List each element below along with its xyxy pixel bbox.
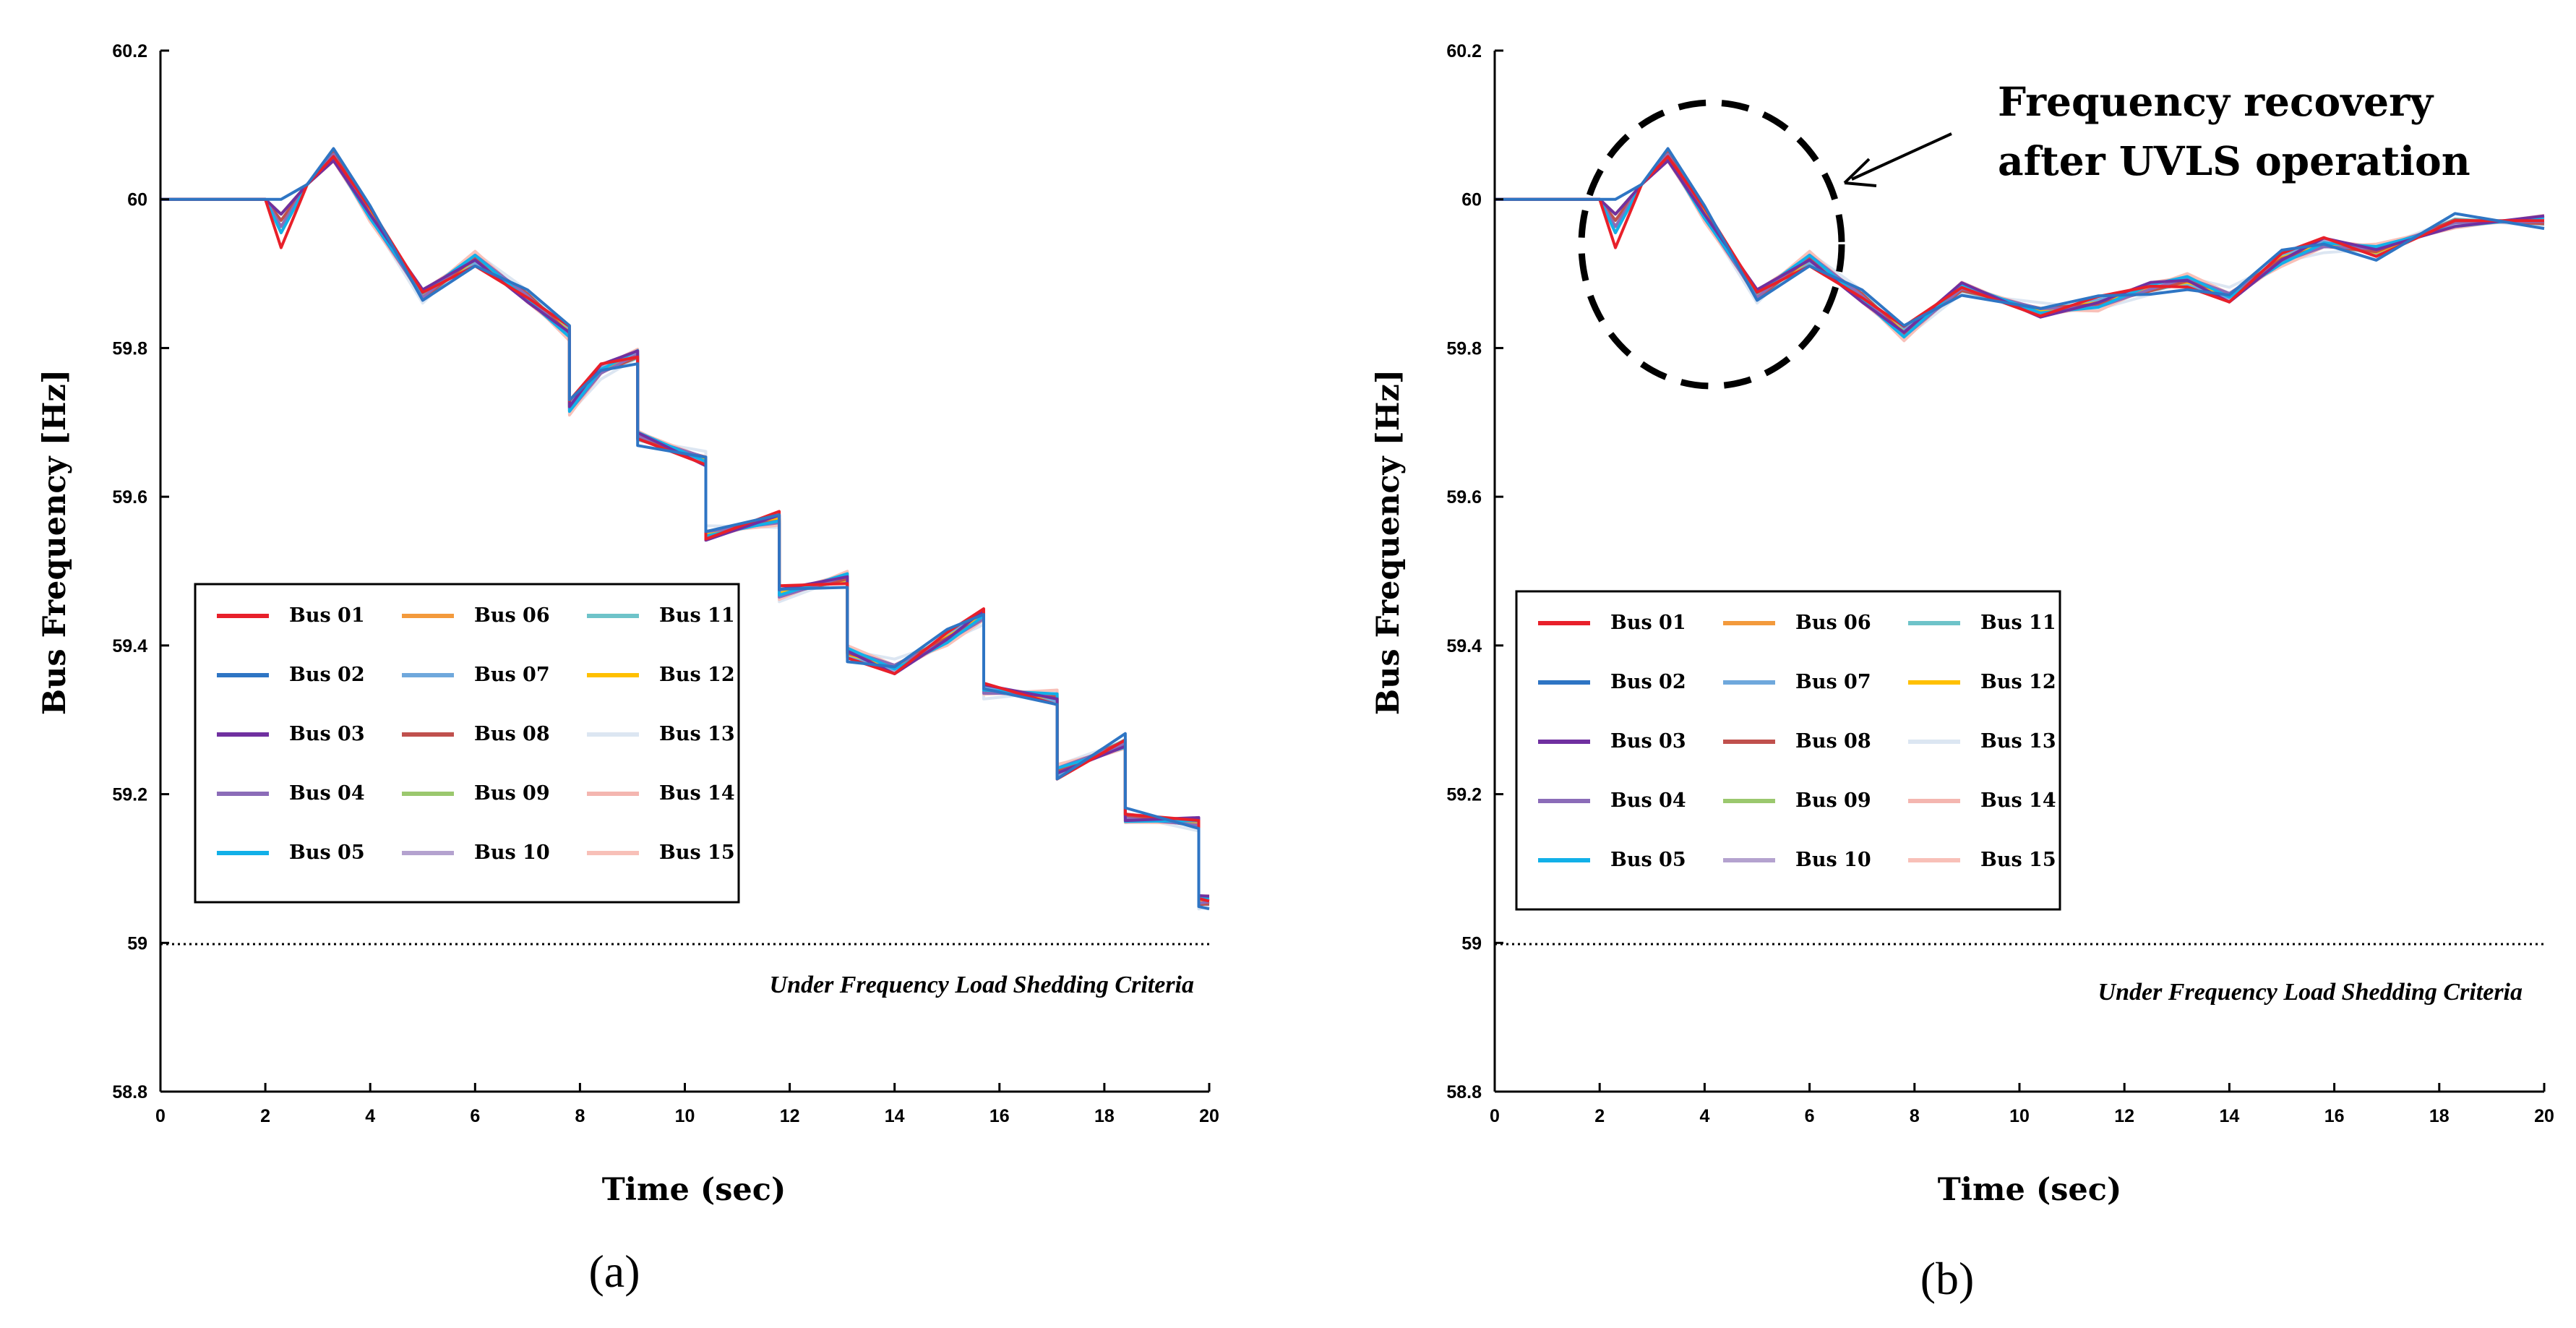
panel-b-y-label: Bus Frequency [Hz] [1370,369,1407,715]
panel-a-series-bus-02 [160,147,1210,911]
panel-a-y-tick-label: 58.8 [112,1082,147,1102]
annotation-arrow-head [1843,158,1877,187]
panel-a-legend-label: Bus 08 [474,723,550,745]
panel-a-legend-label: Bus 06 [474,604,550,627]
panel-a-ticks: 0 2 4 6 8 10 12 14 16 18 20 58.8 59 59.2 59.4 59.6 59.8 6… [112,41,1219,1126]
panel-a-chart: 0 2 4 6 8 10 12 14 16 18 20 58.8 59 59.2 59.4 59.6 59.8 6… [37,41,1219,1297]
panel-b-legend-label: Bus 03 [1610,730,1686,753]
panel-b-y-tick-label: 59.4 [1446,636,1482,656]
panel-b-legend-label: Bus 14 [1980,789,2056,812]
panel-a-y-tick-label: 59.2 [112,785,147,805]
panel-a-legend-label: Bus 11 [659,604,735,627]
panel-a-y-tick-label: 59.6 [112,487,147,507]
panel-b-x-tick-label: 14 [2219,1106,2239,1126]
panel-b-legend-label: Bus 02 [1610,671,1686,693]
panel-b-y-tick-label: 59.6 [1446,487,1482,507]
panel-b-y-tick-label: 59.8 [1446,338,1482,359]
panel-a-x-tick-label: 0 [155,1106,166,1126]
panel-b-y-tick-label: 58.8 [1446,1082,1482,1102]
panel-a-legend-label: Bus 09 [474,782,550,805]
panel-a-y-tick-label: 59.8 [112,338,147,359]
panel-b-legend: Bus 01 Bus 06 Bus 11 Bus 02 Bus 07 Bus 12 Bus … [1515,590,2061,911]
panel-a-x-label: Time (sec) [602,1172,786,1208]
annotation-line-2: after UVLS operation [1998,137,2470,184]
panel-a-x-tick-label: 8 [575,1106,585,1126]
panel-b-x-tick-label: 0 [1490,1106,1500,1126]
panel-b-legend-label: Bus 13 [1980,730,2056,753]
panel-a-legend-label: Bus 12 [659,664,735,686]
panel-b-criteria-label: Under Frequency Load Shedding Criteria [2098,979,2523,1006]
panel-b-series-bus-03 [1495,159,2545,334]
panel-b-x-tick-label: 20 [2534,1106,2554,1126]
panel-a-legend-label: Bus 04 [289,782,365,805]
panel-b-y-tick-label: 60.2 [1446,41,1482,61]
panel-a-criteria-label: Under Frequency Load Shedding Criteria [770,972,1194,998]
panel-a-y-tick-label: 59.4 [112,636,147,656]
panel-a-x-tick-label: 2 [260,1106,270,1126]
panel-b-series-group [1495,147,2545,343]
annotation-line-1: Frequency recovery [1998,78,2434,125]
panel-a-x-tick-label: 10 [675,1106,695,1126]
panel-b-legend-label: Bus 05 [1610,849,1686,871]
panel-b-x-tick-label: 16 [2324,1106,2345,1126]
panel-b-x-tick-label: 10 [2009,1106,2030,1126]
panel-b-legend-label: Bus 12 [1980,671,2056,693]
panel-a-label: (a) [588,1246,640,1297]
panel-b-ticks: 0 2 4 6 8 10 12 14 16 18 20 58.8 59 59.2 59.4 59.6 59.8 6… [1446,41,2554,1126]
panel-b-legend-label: Bus 09 [1795,789,1871,812]
panel-b-x-tick-label: 4 [1699,1106,1709,1126]
panel-a-legend-label: Bus 07 [474,664,550,686]
panel-b-series-bus-01 [1495,155,2545,328]
panel-b-legend-label: Bus 15 [1980,849,2056,871]
annotation-arrow-line [1851,132,1952,181]
panel-b-legend-label: Bus 11 [1980,612,2056,634]
panel-b-legend-label: Bus 08 [1795,730,1871,753]
panel-a-legend-label: Bus 03 [289,723,365,745]
panel-b-x-tick-label: 8 [1910,1106,1920,1126]
panel-a-legend-label: Bus 13 [659,723,735,745]
panel-a-x-tick-label: 12 [780,1106,800,1126]
panel-b-legend-label: Bus 01 [1610,612,1686,634]
panel-b-legend-box [1515,590,2061,911]
panel-a-legend-box [194,583,740,904]
panel-a-y-tick-label: 60.2 [112,41,147,61]
panel-b-label: (b) [1920,1253,1975,1304]
panel-a-legend-label: Bus 15 [659,841,735,864]
panel-b-series-bus-02 [1495,147,2545,327]
panel-b-x-tick-label: 2 [1594,1106,1605,1126]
panel-b-x-label: Time (sec) [1938,1172,2122,1208]
panel-b-x-tick-label: 18 [2429,1106,2450,1126]
panel-a-x-tick-label: 18 [1094,1106,1115,1126]
panel-b-x-tick-label: 12 [2114,1106,2134,1126]
recovery-highlight-circle [1578,99,1845,390]
panel-a-legend-label: Bus 01 [289,604,365,627]
panel-a-y-tick-label: 60 [127,190,147,210]
panel-a-legend-label: Bus 14 [659,782,735,805]
panel-a-y-tick-label: 59 [127,933,147,954]
panel-a-x-tick-label: 14 [885,1106,905,1126]
panel-b-legend-label: Bus 10 [1795,849,1871,871]
panel-b-legend-label: Bus 07 [1795,671,1871,693]
panel-a-legend-label: Bus 10 [474,841,550,864]
panel-a-legend-label: Bus 02 [289,664,365,686]
panel-a-legend-label: Bus 05 [289,841,365,864]
panel-a-legend: Bus 01 Bus 06 Bus 11 Bus 02 Bus 07 Bus 12 Bus … [194,583,740,904]
panel-b-y-tick-label: 59.2 [1446,785,1482,805]
panel-b-legend-label: Bus 04 [1610,789,1686,812]
panel-b-y-tick-label: 60 [1461,190,1482,210]
panel-a-x-tick-label: 20 [1199,1106,1219,1126]
panel-a-y-label: Bus Frequency [Hz] [37,369,73,715]
panel-b-chart: 0 2 4 6 8 10 12 14 16 18 20 58.8 59 59.2 59.4 59.6 59.8 6… [1370,41,2554,1304]
panel-b-y-tick-label: 59 [1461,933,1482,954]
panel-a-x-tick-label: 6 [470,1106,480,1126]
panel-a-x-tick-label: 16 [989,1106,1010,1126]
panel-a-x-tick-label: 4 [365,1106,375,1126]
panel-b-x-tick-label: 6 [1805,1106,1815,1126]
panel-b-legend-label: Bus 06 [1795,612,1871,634]
panel-a-series-group [160,147,1210,911]
